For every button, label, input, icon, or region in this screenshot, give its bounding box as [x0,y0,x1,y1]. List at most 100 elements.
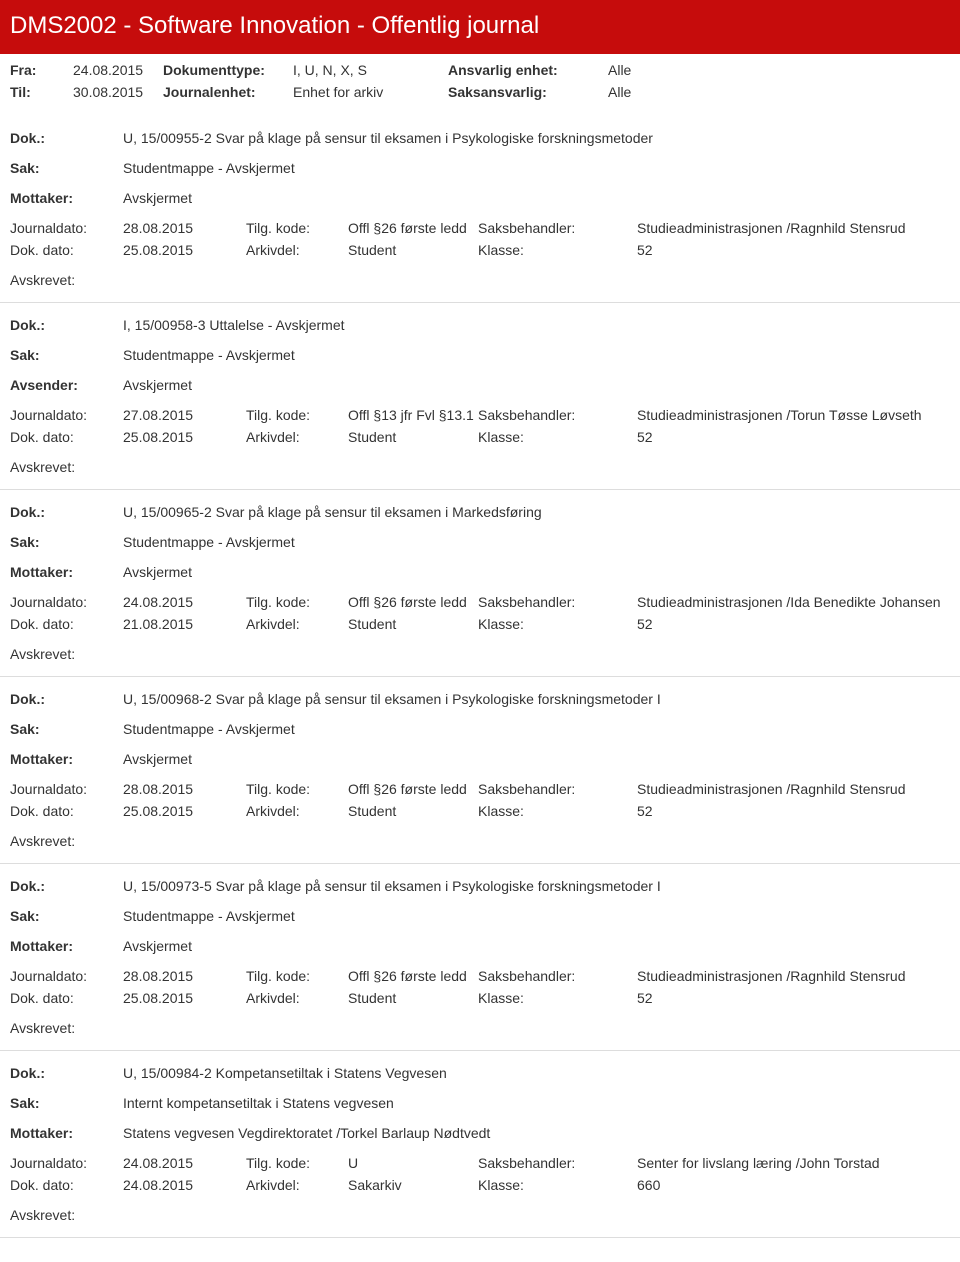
saksansvarlig-label: Saksansvarlig: [448,84,608,100]
tilgkode-label: Tilg. kode: [246,220,348,236]
party-label: Mottaker: [10,190,123,206]
dokdato-value: 25.08.2015 [123,803,246,819]
journaldato-value: 28.08.2015 [123,220,246,236]
fra-label: Fra: [10,62,73,78]
page-title: DMS2002 - Software Innovation - Offentli… [0,0,960,54]
ansvarlig-label: Ansvarlig enhet: [448,62,608,78]
klasse-label: Klasse: [478,990,637,1006]
journaldato-value: 28.08.2015 [123,968,246,984]
saksbehandler-label: Saksbehandler: [478,1155,637,1171]
sak-label: Sak: [10,160,123,176]
klasse-value: 52 [637,616,950,632]
party-label: Mottaker: [10,564,123,580]
journaldato-value: 28.08.2015 [123,781,246,797]
dokdato-value: 25.08.2015 [123,429,246,445]
tilgkode-value: Offl §26 første ledd [348,220,478,236]
sak-label: Sak: [10,908,123,924]
avskrevet-label: Avskrevet: [10,1199,950,1227]
journaldato-label: Journaldato: [10,594,123,610]
saksbehandler-label: Saksbehandler: [478,968,637,984]
sak-value: Studentmappe - Avskjermet [123,347,950,363]
sak-value: Studentmappe - Avskjermet [123,160,950,176]
tilgkode-value: U [348,1155,478,1171]
journaldato-value: 24.08.2015 [123,594,246,610]
avskrevet-label: Avskrevet: [10,451,950,479]
fra-value: 24.08.2015 [73,62,163,78]
arkivdel-value: Student [348,803,478,819]
arkivdel-value: Student [348,616,478,632]
dokdato-value: 25.08.2015 [123,242,246,258]
saksbehandler-value: Studieadministrasjonen /Ida Benedikte Jo… [637,594,950,610]
saksbehandler-label: Saksbehandler: [478,220,637,236]
dok-label: Dok.: [10,878,123,894]
party-value: Avskjermet [123,564,950,580]
saksbehandler-value: Studieadministrasjonen /Ragnhild Stensru… [637,968,950,984]
journaldato-label: Journaldato: [10,407,123,423]
journal-entry: Dok.:U, 15/00984-2 Kompetansetiltak i St… [0,1051,960,1238]
dokdato-label: Dok. dato: [10,990,123,1006]
avskrevet-label: Avskrevet: [10,1012,950,1040]
arkivdel-label: Arkivdel: [246,1177,348,1193]
arkivdel-value: Sakarkiv [348,1177,478,1193]
entries-list: Dok.:U, 15/00955-2 Svar på klage på sens… [0,116,960,1238]
sak-label: Sak: [10,721,123,737]
doktype-label: Dokumenttype: [163,62,293,78]
party-label: Mottaker: [10,751,123,767]
sak-label: Sak: [10,534,123,550]
ansvarlig-value: Alle [608,62,631,78]
tilgkode-value: Offl §26 første ledd [348,781,478,797]
dok-label: Dok.: [10,130,123,146]
tilgkode-label: Tilg. kode: [246,594,348,610]
arkivdel-value: Student [348,429,478,445]
dok-value: U, 15/00973-5 Svar på klage på sensur ti… [123,878,950,894]
party-value: Avskjermet [123,377,950,393]
tilgkode-label: Tilg. kode: [246,781,348,797]
sak-label: Sak: [10,347,123,363]
tilgkode-value: Offl §26 første ledd [348,968,478,984]
saksbehandler-label: Saksbehandler: [478,781,637,797]
dok-value: I, 15/00958-3 Uttalelse - Avskjermet [123,317,950,333]
dok-value: U, 15/00968-2 Svar på klage på sensur ti… [123,691,950,707]
saksbehandler-value: Senter for livslang læring /John Torstad [637,1155,950,1171]
klasse-label: Klasse: [478,803,637,819]
saksbehandler-value: Studieadministrasjonen /Torun Tøsse Løvs… [637,407,950,423]
tilgkode-value: Offl §26 første ledd [348,594,478,610]
dok-label: Dok.: [10,691,123,707]
tilgkode-label: Tilg. kode: [246,968,348,984]
tilgkode-label: Tilg. kode: [246,407,348,423]
meta-bar: Fra: 24.08.2015 Dokumenttype: I, U, N, X… [0,54,960,116]
journaldato-value: 27.08.2015 [123,407,246,423]
sak-value: Studentmappe - Avskjermet [123,908,950,924]
klasse-label: Klasse: [478,616,637,632]
journalenhet-label: Journalenhet: [163,84,293,100]
klasse-label: Klasse: [478,429,637,445]
arkivdel-value: Student [348,242,478,258]
klasse-value: 52 [637,990,950,1006]
dokdato-value: 24.08.2015 [123,1177,246,1193]
journal-entry: Dok.:U, 15/00965-2 Svar på klage på sens… [0,490,960,677]
til-label: Til: [10,84,73,100]
klasse-value: 52 [637,429,950,445]
avskrevet-label: Avskrevet: [10,638,950,666]
arkivdel-label: Arkivdel: [246,990,348,1006]
saksbehandler-value: Studieadministrasjonen /Ragnhild Stensru… [637,781,950,797]
dokdato-label: Dok. dato: [10,429,123,445]
dok-value: U, 15/00965-2 Svar på klage på sensur ti… [123,504,950,520]
party-label: Mottaker: [10,1125,123,1141]
journalenhet-value: Enhet for arkiv [293,84,448,100]
party-value: Avskjermet [123,190,950,206]
party-label: Avsender: [10,377,123,393]
avskrevet-label: Avskrevet: [10,825,950,853]
tilgkode-value: Offl §13 jfr Fvl §13.1 [348,407,478,423]
journal-entry: Dok.:U, 15/00968-2 Svar på klage på sens… [0,677,960,864]
dokdato-label: Dok. dato: [10,1177,123,1193]
journal-entry: Dok.:U, 15/00955-2 Svar på klage på sens… [0,116,960,303]
arkivdel-label: Arkivdel: [246,616,348,632]
dok-value: U, 15/00955-2 Svar på klage på sensur ti… [123,130,950,146]
journaldato-label: Journaldato: [10,1155,123,1171]
dok-label: Dok.: [10,1065,123,1081]
klasse-value: 52 [637,242,950,258]
saksbehandler-label: Saksbehandler: [478,594,637,610]
party-value: Statens vegvesen Vegdirektoratet /Torkel… [123,1125,950,1141]
dok-value: U, 15/00984-2 Kompetansetiltak i Statens… [123,1065,950,1081]
